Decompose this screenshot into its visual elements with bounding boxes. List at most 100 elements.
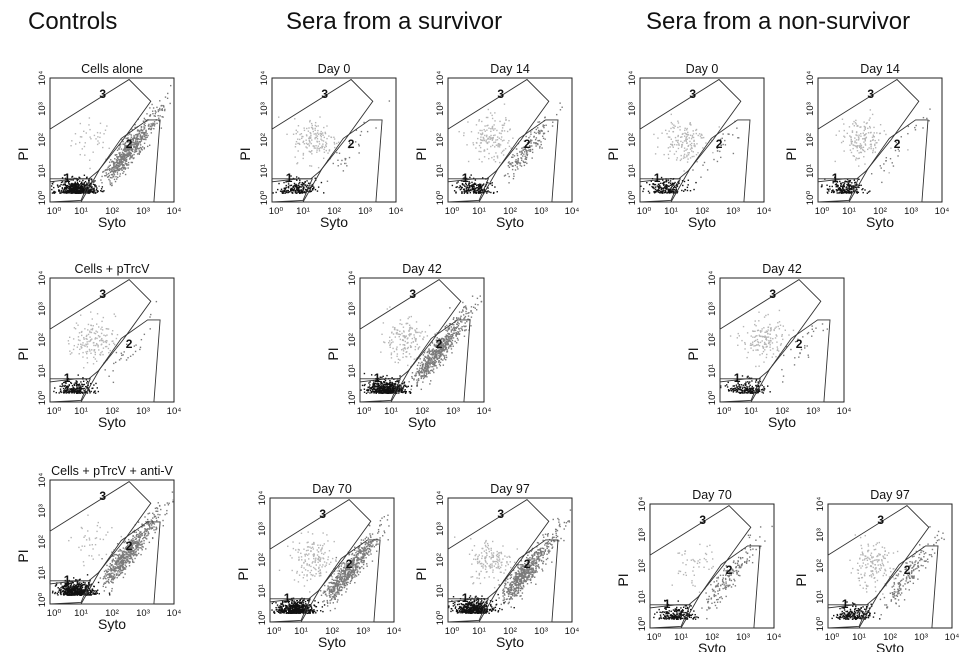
event-dot xyxy=(453,324,455,326)
event-dot xyxy=(473,188,475,191)
event-dot xyxy=(116,165,119,167)
event-dot xyxy=(71,140,73,142)
y-tick-label: 10² xyxy=(707,333,718,347)
event-dot xyxy=(89,339,92,341)
event-dot xyxy=(119,168,122,170)
event-dot xyxy=(843,182,846,184)
event-dot xyxy=(78,141,81,144)
event-dot xyxy=(424,355,426,358)
event-dot xyxy=(399,319,402,321)
event-dot xyxy=(821,185,823,188)
event-dot xyxy=(87,343,89,345)
event-dot xyxy=(490,137,492,140)
event-dot xyxy=(754,330,756,333)
event-dot xyxy=(442,344,445,347)
event-dot xyxy=(74,391,77,393)
event-dot xyxy=(127,155,130,157)
event-dot xyxy=(551,125,554,127)
event-dot xyxy=(55,391,57,394)
event-dot xyxy=(429,364,431,366)
event-dot xyxy=(685,139,687,141)
event-dot xyxy=(681,144,684,146)
event-dot xyxy=(494,112,496,114)
event-dot xyxy=(166,97,169,100)
event-dot xyxy=(322,145,324,147)
event-dot xyxy=(763,341,766,344)
event-dot xyxy=(474,183,477,186)
event-dot xyxy=(118,162,121,164)
event-dot xyxy=(110,159,112,161)
event-dot xyxy=(118,169,121,172)
event-dot xyxy=(465,189,467,192)
event-dot xyxy=(112,170,115,173)
event-dot xyxy=(59,385,61,387)
x-tick-label: 10⁴ xyxy=(389,206,404,217)
event-dot xyxy=(659,192,661,194)
event-dot xyxy=(73,184,76,187)
event-dot xyxy=(472,188,474,191)
event-dot xyxy=(478,120,480,122)
event-dot xyxy=(699,135,702,137)
plot-frame xyxy=(719,277,845,403)
event-dot xyxy=(476,297,479,300)
event-dot xyxy=(695,181,697,184)
event-dot xyxy=(755,365,757,368)
event-dot xyxy=(346,165,348,167)
event-dot xyxy=(419,362,422,365)
event-dot xyxy=(697,134,699,137)
event-dot xyxy=(108,167,111,170)
event-dot xyxy=(683,135,686,137)
event-dot xyxy=(508,161,510,163)
event-dot xyxy=(862,188,864,190)
event-dot xyxy=(399,338,402,341)
gate-3 xyxy=(817,78,920,180)
event-dot xyxy=(455,331,457,334)
event-dot xyxy=(401,387,403,390)
event-dot xyxy=(692,133,695,135)
event-dot xyxy=(70,192,73,194)
event-dot xyxy=(391,377,393,379)
event-dot xyxy=(395,348,398,351)
event-dot xyxy=(104,345,107,348)
event-dot xyxy=(670,190,672,193)
event-dot xyxy=(843,135,845,137)
event-dot xyxy=(462,301,464,304)
event-dot xyxy=(390,388,392,390)
event-dot xyxy=(505,119,507,121)
event-dot xyxy=(448,337,450,340)
event-dot xyxy=(316,138,319,140)
event-dot xyxy=(76,386,78,388)
event-dot xyxy=(60,183,62,186)
event-dot xyxy=(428,352,431,355)
event-dot xyxy=(811,325,813,327)
event-dot xyxy=(162,116,164,118)
event-dot xyxy=(120,158,123,160)
event-dot xyxy=(312,187,314,190)
event-dot xyxy=(852,155,854,157)
event-dot xyxy=(408,329,410,332)
x-tick-label: 10¹ xyxy=(842,206,856,217)
event-dot xyxy=(295,176,298,178)
event-dot xyxy=(868,119,870,121)
event-dot xyxy=(162,104,164,107)
event-dot xyxy=(478,150,480,153)
event-dot xyxy=(92,192,95,194)
event-dot xyxy=(794,357,796,359)
event-dot xyxy=(491,137,493,139)
event-dot xyxy=(821,323,824,325)
event-dot xyxy=(872,148,875,150)
event-dot xyxy=(380,390,383,393)
event-dot xyxy=(66,190,68,192)
event-dot xyxy=(750,335,752,337)
event-dot xyxy=(479,129,481,132)
event-dot xyxy=(822,329,824,332)
event-dot xyxy=(136,133,139,136)
event-dot xyxy=(525,145,528,148)
event-dot xyxy=(387,390,389,392)
event-dot xyxy=(876,142,878,144)
x-tick-label: 10³ xyxy=(358,206,372,217)
event-dot xyxy=(148,144,151,146)
event-dot xyxy=(748,386,750,388)
event-dot xyxy=(431,354,433,356)
event-dot xyxy=(467,121,469,123)
